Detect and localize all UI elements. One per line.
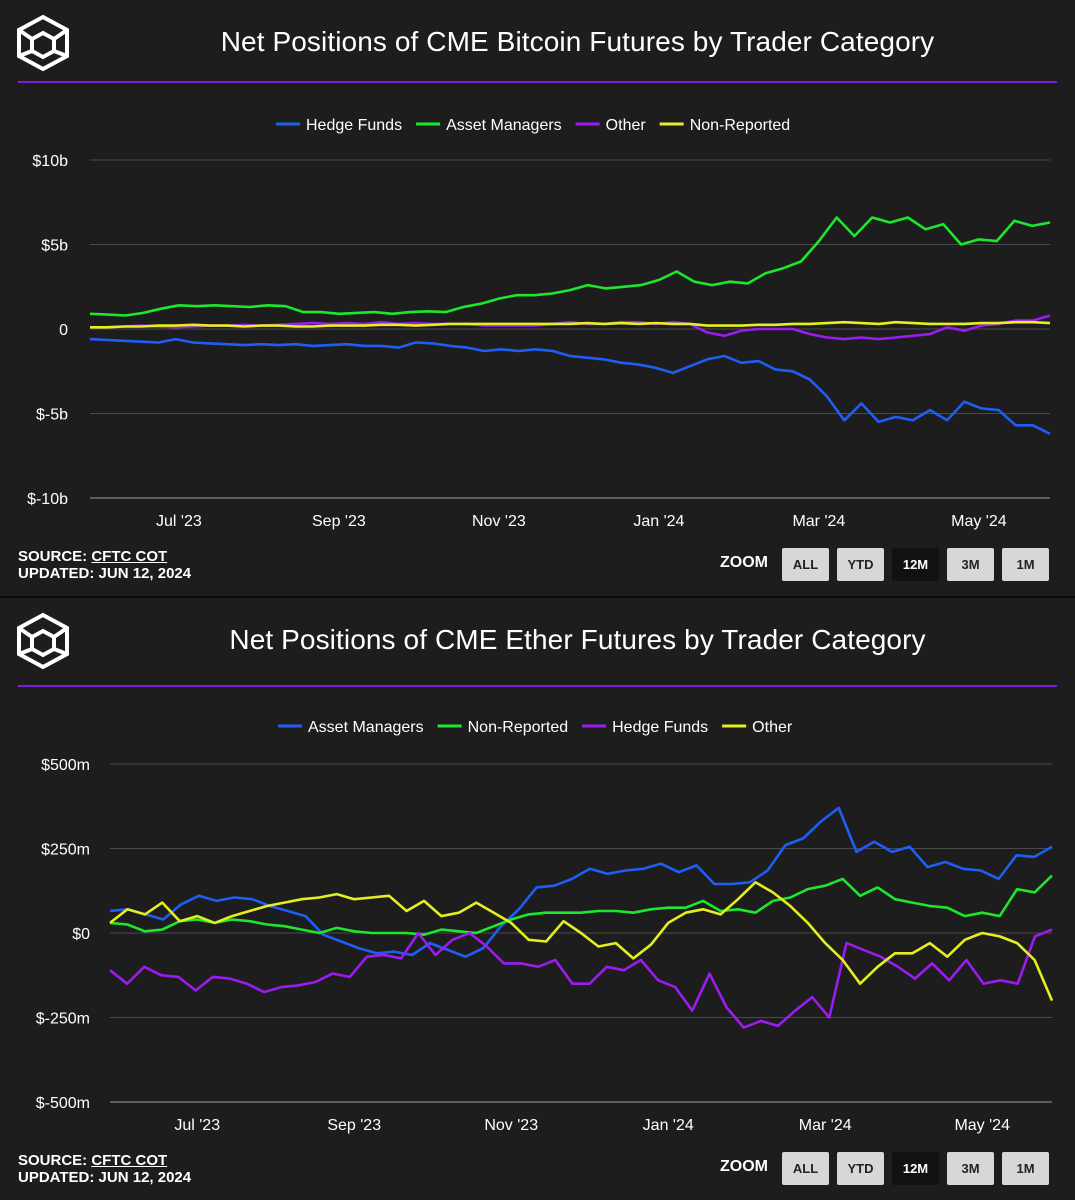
zoom-all-button[interactable]: ALL bbox=[782, 548, 829, 581]
zoom-12m-button[interactable]: 12M bbox=[892, 1152, 939, 1185]
series-line-hedge-funds bbox=[89, 337, 1051, 435]
legend-item: Other bbox=[575, 117, 647, 134]
x-tick-label: Sep '23 bbox=[312, 513, 366, 530]
series-line-other bbox=[109, 881, 1054, 1002]
zoom-3m-button[interactable]: 3M bbox=[947, 1152, 994, 1185]
source-label: SOURCE: bbox=[18, 548, 88, 565]
zoom-12m-button[interactable]: 12M bbox=[892, 548, 939, 581]
zoom-label: ZOOM bbox=[720, 554, 768, 571]
series-line-non-reported bbox=[90, 320, 1051, 329]
zoom-ytd-button[interactable]: YTD bbox=[837, 1152, 884, 1185]
x-tick-label: Jul '23 bbox=[156, 513, 202, 530]
y-tick-label: $-10b bbox=[27, 491, 68, 508]
y-tick-label: $-5b bbox=[36, 407, 68, 424]
legend-item: Asset Managers bbox=[416, 117, 562, 134]
x-tick-label: Mar '24 bbox=[792, 513, 845, 530]
title-divider bbox=[18, 685, 1057, 687]
series-line-other bbox=[90, 314, 1051, 341]
x-tick-label: May '24 bbox=[951, 513, 1007, 530]
y-tick-label: $-500m bbox=[36, 1095, 90, 1112]
legend-label: Non-Reported bbox=[690, 117, 791, 134]
zoom-1m-button[interactable]: 1M bbox=[1002, 548, 1049, 581]
legend-label: Non-Reported bbox=[468, 719, 569, 736]
series-line-non-reported bbox=[109, 874, 1053, 936]
chart-title: Net Positions of CME Ether Futures by Tr… bbox=[229, 624, 926, 655]
x-tick-label: Jan '24 bbox=[633, 513, 684, 530]
x-tick-label: Nov '23 bbox=[472, 513, 526, 530]
series-line-hedge-funds bbox=[109, 928, 1053, 1029]
chart-legend: Hedge Funds Asset Managers Other Non-Report… bbox=[276, 117, 790, 134]
updated-date: UPDATED: JUN 12, 2024 bbox=[18, 1169, 192, 1186]
legend-label: Other bbox=[606, 117, 647, 134]
zoom-all-button[interactable]: ALL bbox=[782, 1152, 829, 1185]
y-tick-label: $500m bbox=[41, 757, 90, 774]
source-label: SOURCE: bbox=[18, 1152, 88, 1169]
source-link[interactable]: CFTC COT bbox=[91, 548, 168, 565]
legend-item: Non-Reported bbox=[437, 719, 569, 736]
legend-label: Other bbox=[752, 719, 793, 736]
ether-futures-panel: Net Positions of CME Ether Futures by Tr… bbox=[0, 598, 1075, 1200]
legend-item: Other bbox=[722, 719, 793, 736]
bitcoin-futures-panel: Net Positions of CME Bitcoin Futures by … bbox=[0, 0, 1075, 596]
source-block: SOURCE: CFTC COT UPDATED: JUN 12, 2024 bbox=[18, 1152, 191, 1186]
legend-item: Asset Managers bbox=[278, 719, 424, 736]
ether-positions-chart: Asset Managers Non-Reported Hedge Funds Oth… bbox=[36, 719, 1054, 1134]
y-tick-label: $250m bbox=[41, 842, 90, 859]
y-tick-label: $-250m bbox=[36, 1011, 90, 1028]
bitcoin-positions-chart: Hedge Funds Asset Managers Other Non-Report… bbox=[27, 117, 1051, 530]
legend-label: Hedge Funds bbox=[306, 117, 402, 134]
legend-item: Hedge Funds bbox=[582, 719, 708, 736]
zoom-ytd-button[interactable]: YTD bbox=[837, 548, 884, 581]
x-tick-label: Mar '24 bbox=[799, 1117, 852, 1134]
y-tick-label: $10b bbox=[32, 153, 68, 170]
x-tick-label: Jan '24 bbox=[643, 1117, 694, 1134]
updated-date: UPDATED: JUN 12, 2024 bbox=[18, 565, 192, 582]
the-block-logo-icon bbox=[17, 612, 69, 670]
chart-title: Net Positions of CME Bitcoin Futures by … bbox=[220, 26, 935, 57]
y-tick-label: $0 bbox=[72, 926, 90, 943]
legend-label: Hedge Funds bbox=[612, 719, 708, 736]
legend-label: Asset Managers bbox=[446, 117, 562, 134]
title-divider bbox=[18, 81, 1057, 83]
legend-label: Asset Managers bbox=[308, 719, 424, 736]
series-line-asset-managers bbox=[89, 216, 1051, 317]
x-tick-label: May '24 bbox=[954, 1117, 1010, 1134]
y-tick-label: $5b bbox=[41, 238, 68, 255]
source-block: SOURCE: CFTC COT UPDATED: JUN 12, 2024 bbox=[18, 548, 191, 582]
x-tick-label: Jul '23 bbox=[174, 1117, 220, 1134]
zoom-1m-button[interactable]: 1M bbox=[1002, 1152, 1049, 1185]
the-block-logo-icon bbox=[17, 14, 69, 72]
zoom-3m-button[interactable]: 3M bbox=[947, 548, 994, 581]
source-link[interactable]: CFTC COT bbox=[91, 1152, 168, 1169]
y-tick-label: 0 bbox=[59, 322, 68, 339]
x-tick-label: Nov '23 bbox=[484, 1117, 538, 1134]
zoom-label: ZOOM bbox=[720, 1158, 768, 1175]
legend-item: Hedge Funds bbox=[276, 117, 402, 134]
legend-item: Non-Reported bbox=[659, 117, 791, 134]
chart-legend: Asset Managers Non-Reported Hedge Funds Oth… bbox=[278, 719, 793, 736]
panel-separator bbox=[0, 596, 1075, 598]
x-tick-label: Sep '23 bbox=[327, 1117, 381, 1134]
